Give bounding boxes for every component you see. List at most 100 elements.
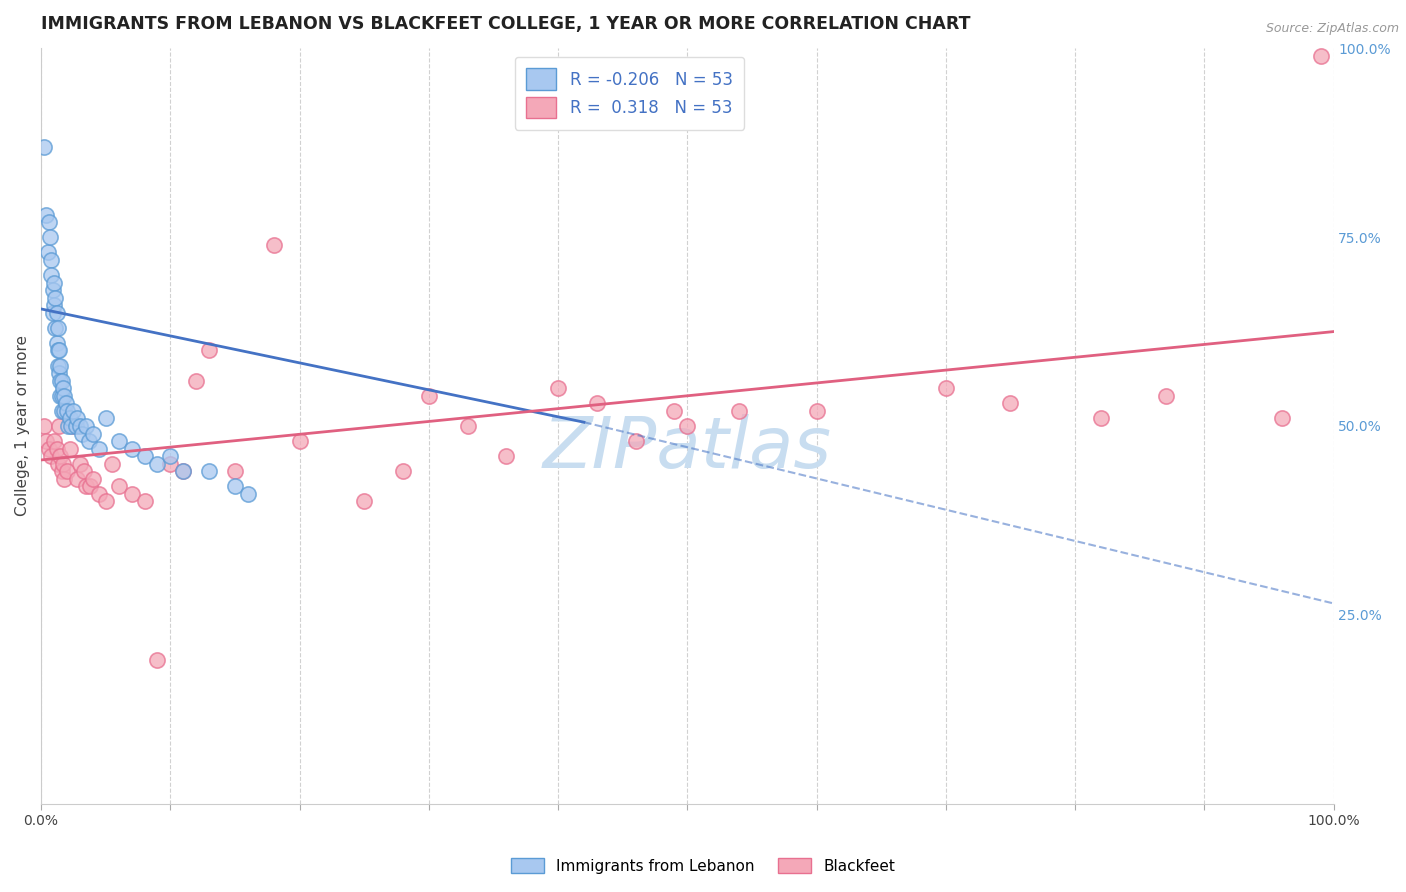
Point [676, 419, 699, 434]
Point [48, 343, 70, 358]
Point [198, 464, 221, 478]
Point [935, 381, 957, 395]
Point [236, 487, 259, 501]
Point [495, 449, 517, 463]
Point [41, 252, 63, 267]
Point [75, 479, 97, 493]
Point [82, 472, 104, 486]
Point [1090, 411, 1112, 425]
Point [186, 374, 208, 388]
Point [49, 374, 72, 388]
Point [38, 442, 60, 456]
Point [51, 464, 73, 478]
Point [1271, 411, 1294, 425]
Point [66, 411, 89, 425]
Point [1309, 49, 1331, 63]
Point [45, 442, 67, 456]
Y-axis label: College, 1 year or more: College, 1 year or more [15, 335, 30, 516]
Point [392, 464, 415, 478]
Point [38, 215, 60, 229]
Point [1154, 389, 1177, 403]
Point [53, 389, 76, 403]
Point [56, 404, 79, 418]
Point [72, 426, 94, 441]
Point [121, 487, 143, 501]
Point [46, 359, 69, 373]
Point [55, 396, 77, 410]
Point [121, 442, 143, 456]
Point [224, 479, 246, 493]
Legend: Immigrants from Lebanon, Blackfeet: Immigrants from Lebanon, Blackfeet [505, 852, 901, 880]
Point [75, 419, 97, 434]
Text: IMMIGRANTS FROM LEBANON VS BLACKFEET COLLEGE, 1 YEAR OR MORE CORRELATION CHART: IMMIGRANTS FROM LEBANON VS BLACKFEET COL… [41, 15, 970, 33]
Point [59, 419, 82, 434]
Point [418, 389, 440, 403]
Point [94, 411, 117, 425]
Point [172, 464, 194, 478]
Point [46, 343, 69, 358]
Point [37, 245, 59, 260]
Point [159, 449, 181, 463]
Point [146, 653, 169, 667]
Point [51, 389, 73, 403]
Point [198, 343, 221, 358]
Point [73, 464, 96, 478]
Point [664, 404, 686, 418]
Point [263, 237, 285, 252]
Text: Source: ZipAtlas.com: Source: ZipAtlas.com [1265, 22, 1399, 36]
Point [1000, 396, 1022, 410]
Point [52, 381, 75, 395]
Point [35, 208, 58, 222]
Point [79, 479, 101, 493]
Point [52, 457, 75, 471]
Point [49, 449, 72, 463]
Point [51, 374, 73, 388]
Point [53, 404, 76, 418]
Point [48, 366, 70, 380]
Point [44, 321, 66, 335]
Point [35, 434, 58, 448]
Point [89, 442, 111, 456]
Point [65, 419, 87, 434]
Point [32, 139, 55, 153]
Point [89, 487, 111, 501]
Point [58, 442, 80, 456]
Point [159, 457, 181, 471]
Point [82, 426, 104, 441]
Point [66, 472, 89, 486]
Point [547, 381, 569, 395]
Point [42, 298, 65, 312]
Point [624, 434, 647, 448]
Point [42, 276, 65, 290]
Point [42, 306, 65, 320]
Point [46, 321, 69, 335]
Point [585, 396, 607, 410]
Point [69, 419, 91, 434]
Point [41, 268, 63, 282]
Point [45, 306, 67, 320]
Point [172, 464, 194, 478]
Point [728, 404, 751, 418]
Point [45, 335, 67, 350]
Point [58, 419, 80, 434]
Point [62, 419, 84, 434]
Point [288, 434, 311, 448]
Point [134, 494, 156, 508]
Point [134, 449, 156, 463]
Point [69, 457, 91, 471]
Text: ZIPatlas: ZIPatlas [543, 414, 832, 483]
Point [48, 419, 70, 434]
Point [42, 283, 65, 297]
Point [53, 472, 76, 486]
Point [146, 457, 169, 471]
Point [56, 464, 79, 478]
Point [49, 389, 72, 403]
Point [94, 494, 117, 508]
Point [353, 494, 375, 508]
Point [62, 404, 84, 418]
Point [224, 464, 246, 478]
Point [107, 479, 129, 493]
Point [32, 419, 55, 434]
Point [46, 457, 69, 471]
Point [101, 457, 124, 471]
